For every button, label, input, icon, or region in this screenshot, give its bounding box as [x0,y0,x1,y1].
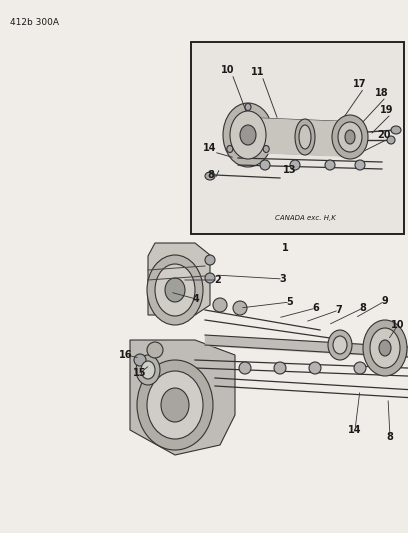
Ellipse shape [137,360,213,450]
Text: 20: 20 [377,130,391,140]
Ellipse shape [379,340,391,356]
Text: 11: 11 [251,67,265,77]
Text: 8: 8 [208,170,215,180]
Text: 16: 16 [119,350,133,360]
Text: 10: 10 [391,320,405,330]
Text: 19: 19 [380,105,394,115]
Ellipse shape [227,146,233,152]
Text: 8: 8 [386,432,393,442]
Text: 4: 4 [193,294,200,304]
Text: 2: 2 [215,275,222,285]
Ellipse shape [263,146,269,152]
Ellipse shape [161,388,189,422]
Ellipse shape [363,320,407,376]
Ellipse shape [325,160,335,170]
Ellipse shape [295,119,315,155]
Ellipse shape [147,255,203,325]
Text: 7: 7 [336,305,342,315]
Ellipse shape [345,130,355,144]
Bar [191,42,404,234]
Polygon shape [148,243,210,315]
Ellipse shape [205,273,215,283]
Ellipse shape [338,122,362,152]
Text: 8: 8 [359,303,366,313]
Text: 10: 10 [221,65,235,75]
Text: 15: 15 [133,368,147,378]
Ellipse shape [239,362,251,374]
Polygon shape [130,340,235,455]
Ellipse shape [328,330,352,360]
Ellipse shape [155,264,195,316]
Ellipse shape [391,126,401,134]
Ellipse shape [332,115,368,159]
Ellipse shape [147,342,163,358]
Text: 5: 5 [287,297,293,307]
Ellipse shape [134,354,146,366]
Text: 18: 18 [375,88,389,98]
Ellipse shape [370,328,400,368]
Text: CANADA exc. H,K: CANADA exc. H,K [275,215,335,221]
Ellipse shape [387,136,395,144]
Ellipse shape [136,355,160,385]
Ellipse shape [309,362,321,374]
Ellipse shape [213,298,227,312]
Ellipse shape [333,336,347,354]
Ellipse shape [290,160,300,170]
Text: 412b 300A: 412b 300A [10,18,59,27]
Ellipse shape [230,111,266,159]
Text: 13: 13 [283,165,297,175]
Text: 3: 3 [279,274,286,284]
Ellipse shape [233,301,247,315]
Ellipse shape [141,361,155,379]
Ellipse shape [147,371,203,439]
Text: 14: 14 [348,425,362,435]
Text: 9: 9 [381,296,388,306]
Ellipse shape [245,103,251,110]
Text: 17: 17 [353,79,367,89]
Text: 6: 6 [313,303,319,313]
Ellipse shape [260,160,270,170]
Ellipse shape [274,362,286,374]
Text: 1: 1 [282,243,288,253]
Ellipse shape [299,125,311,149]
Ellipse shape [355,160,365,170]
Ellipse shape [223,103,273,167]
Text: 14: 14 [203,143,217,153]
Ellipse shape [165,278,185,302]
Ellipse shape [205,255,215,265]
Ellipse shape [354,362,366,374]
Ellipse shape [205,172,215,180]
Ellipse shape [240,125,256,145]
